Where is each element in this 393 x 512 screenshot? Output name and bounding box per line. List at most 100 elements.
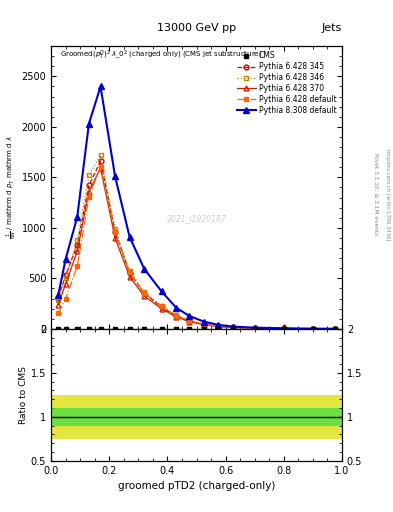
Line: Pythia 6.428 345: Pythia 6.428 345 — [56, 159, 337, 331]
Pythia 8.308 default — [187, 313, 192, 319]
Pythia 6.428 346 — [113, 226, 118, 232]
Pythia 6.428 370 — [142, 293, 147, 299]
Pythia 6.428 345 — [159, 304, 164, 310]
Pythia 6.428 default — [63, 295, 68, 302]
Pythia 6.428 370 — [281, 326, 286, 332]
Pythia 6.428 346 — [187, 317, 192, 324]
Pythia 6.428 345 — [332, 326, 337, 332]
Pythia 6.428 345 — [216, 324, 221, 330]
Pythia 6.428 default — [142, 290, 147, 296]
Pythia 6.428 346 — [63, 275, 68, 282]
Text: Jets: Jets — [321, 23, 342, 33]
Bar — [198, 395, 213, 439]
Bar — [213, 408, 227, 425]
CMS — [127, 326, 132, 332]
Pythia 6.428 370 — [187, 318, 192, 325]
Bar — [83, 395, 95, 439]
Pythia 6.428 346 — [86, 172, 91, 178]
Bar — [243, 408, 272, 425]
Pythia 8.308 default — [332, 326, 337, 332]
Bar — [198, 408, 213, 425]
Pythia 8.308 default — [159, 288, 164, 294]
Pythia 6.428 default — [332, 326, 337, 332]
Pythia 6.428 346 — [127, 268, 132, 274]
Pythia 8.308 default — [56, 291, 61, 297]
Pythia 8.308 default — [127, 234, 132, 240]
Bar — [51, 395, 63, 439]
Pythia 6.428 346 — [56, 296, 61, 303]
Bar — [138, 408, 156, 425]
CMS — [56, 326, 61, 332]
CMS — [216, 326, 221, 332]
Pythia 6.428 default — [231, 324, 235, 330]
Pythia 6.428 default — [310, 326, 315, 332]
Pythia 6.428 345 — [56, 294, 61, 301]
Bar — [301, 408, 330, 425]
Bar — [272, 408, 301, 425]
Pythia 6.428 default — [127, 269, 132, 275]
Pythia 6.428 346 — [231, 324, 235, 330]
Text: Rivet 3.1.10, ≥ 3.1M events: Rivet 3.1.10, ≥ 3.1M events — [373, 154, 378, 236]
Pythia 6.428 370 — [86, 188, 91, 195]
Pythia 6.428 default — [159, 303, 164, 309]
Y-axis label: mathrm d$^2$N
mathrm d $p_T$ mathrm d $\lambda$

$\frac{1}{\mathrm{d}N}$ / mathr: mathrm d$^2$N mathrm d $p_T$ mathrm d $\… — [0, 136, 19, 239]
Pythia 8.308 default — [75, 214, 80, 220]
Bar — [124, 408, 138, 425]
Pythia 6.428 default — [98, 164, 103, 170]
CMS — [310, 326, 315, 332]
Line: Pythia 6.428 default: Pythia 6.428 default — [56, 165, 337, 331]
Pythia 6.428 370 — [159, 306, 164, 312]
CMS — [174, 326, 178, 332]
Pythia 6.428 default — [56, 310, 61, 316]
X-axis label: groomed pTD2 (charged-only): groomed pTD2 (charged-only) — [118, 481, 275, 491]
Pythia 6.428 346 — [252, 325, 257, 331]
Bar — [227, 408, 243, 425]
Pythia 6.428 370 — [113, 235, 118, 241]
Line: CMS: CMS — [56, 327, 337, 331]
Bar — [95, 408, 109, 425]
Pythia 6.428 345 — [174, 313, 178, 319]
CMS — [202, 326, 206, 332]
Bar — [138, 395, 156, 439]
Bar — [51, 408, 63, 425]
Bar — [109, 408, 124, 425]
Pythia 6.428 default — [202, 321, 206, 327]
Bar — [213, 395, 227, 439]
Bar — [184, 395, 198, 439]
CMS — [159, 326, 164, 332]
Pythia 6.428 345 — [127, 270, 132, 276]
Bar — [83, 408, 95, 425]
Pythia 6.428 370 — [332, 326, 337, 332]
Pythia 6.428 370 — [252, 325, 257, 331]
CMS — [86, 326, 91, 332]
Pythia 8.308 default — [231, 324, 235, 330]
Pythia 6.428 default — [252, 325, 257, 331]
Bar — [330, 395, 342, 439]
Pythia 6.428 370 — [202, 322, 206, 328]
Bar — [170, 408, 184, 425]
Pythia 6.428 345 — [142, 290, 147, 296]
Pythia 6.428 345 — [202, 322, 206, 328]
Pythia 6.428 345 — [98, 158, 103, 164]
CMS — [75, 326, 80, 332]
Pythia 6.428 346 — [216, 323, 221, 329]
Pythia 8.308 default — [174, 305, 178, 311]
CMS — [252, 326, 257, 332]
Pythia 6.428 345 — [231, 325, 235, 331]
Line: Pythia 6.428 346: Pythia 6.428 346 — [56, 153, 337, 331]
Pythia 6.428 345 — [310, 326, 315, 332]
Bar — [156, 408, 170, 425]
Pythia 6.428 default — [86, 194, 91, 200]
Pythia 6.428 345 — [187, 318, 192, 324]
Pythia 8.308 default — [98, 83, 103, 90]
Legend: CMS, Pythia 6.428 345, Pythia 6.428 346, Pythia 6.428 370, Pythia 6.428 default,: CMS, Pythia 6.428 345, Pythia 6.428 346,… — [233, 48, 340, 118]
Pythia 6.428 346 — [75, 237, 80, 243]
Bar — [330, 408, 342, 425]
Pythia 6.428 346 — [202, 321, 206, 327]
Bar — [227, 395, 243, 439]
CMS — [281, 326, 286, 332]
Pythia 6.428 default — [75, 263, 80, 269]
Bar — [63, 395, 72, 439]
Bar — [95, 395, 109, 439]
Text: 2021_I1920187: 2021_I1920187 — [167, 215, 226, 223]
